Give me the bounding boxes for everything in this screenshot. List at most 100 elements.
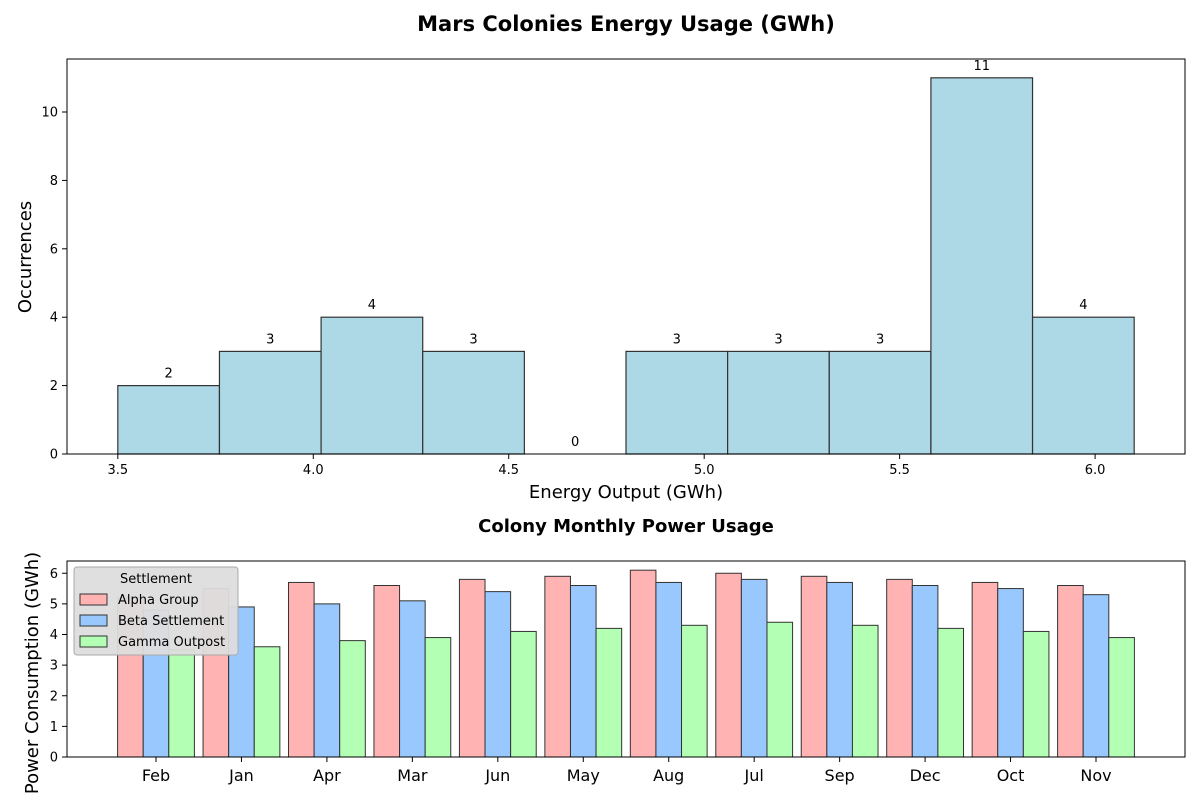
histogram-data-label: 4 bbox=[368, 298, 376, 313]
y-tick-label: 6 bbox=[50, 567, 58, 582]
histogram-bar bbox=[930, 77, 1034, 455]
chart1-y-ticks: 0 2 4 6 8 10 bbox=[41, 106, 67, 463]
x-tick-label: Jun bbox=[484, 766, 510, 785]
bar-beta-settlement bbox=[655, 581, 683, 758]
y-tick-label: 1 bbox=[50, 720, 58, 735]
histogram-data-labels: 2 3 4 3 0 3 3 3 11 4 bbox=[164, 59, 1087, 450]
bar-alpha-group bbox=[373, 585, 401, 758]
x-tick-label: 4.5 bbox=[498, 463, 519, 478]
bar-alpha-group bbox=[288, 581, 315, 758]
x-tick-label: Mar bbox=[397, 766, 428, 785]
grouped-bar-chart: Colony Monthly Power Usage Feb Jan Apr Mar J… bbox=[22, 516, 1186, 794]
y-tick-label: 5 bbox=[50, 597, 58, 612]
bar-beta-settlement bbox=[997, 588, 1024, 758]
y-tick-label: 4 bbox=[50, 628, 58, 643]
y-tick-label: 2 bbox=[50, 689, 58, 704]
x-tick-label: 6.0 bbox=[1085, 463, 1106, 478]
y-tick-label: 2 bbox=[50, 379, 58, 394]
chart1-x-ticks: 3.5 4.0 4.5 5.0 5.5 6.0 bbox=[107, 454, 1105, 478]
y-tick-label: 4 bbox=[50, 311, 58, 326]
x-tick-label: Apr bbox=[313, 766, 341, 785]
histogram-data-label: 2 bbox=[164, 367, 172, 382]
histogram-bar bbox=[320, 316, 424, 455]
legend: Settlement Alpha Group Beta Settlement Gam… bbox=[73, 566, 239, 656]
x-tick-label: Dec bbox=[910, 766, 941, 785]
bar-gamma-outpost bbox=[168, 649, 195, 758]
bar-alpha-group bbox=[971, 581, 999, 758]
bar-gamma-outpost bbox=[595, 627, 623, 758]
bar-gamma-outpost bbox=[424, 637, 452, 758]
bar-alpha-group bbox=[1057, 585, 1084, 758]
histogram-data-label: 3 bbox=[673, 332, 681, 347]
bar-alpha-group bbox=[629, 569, 657, 758]
chart2-axes-frame bbox=[66, 560, 1186, 758]
legend-label: Gamma Outpost bbox=[118, 635, 225, 650]
legend-swatch bbox=[79, 635, 108, 648]
chart2-title: Colony Monthly Power Usage bbox=[478, 516, 774, 537]
bar-beta-settlement bbox=[484, 591, 512, 758]
x-tick-label: Aug bbox=[653, 766, 684, 785]
histogram-bar bbox=[828, 350, 932, 455]
x-tick-label: 5.5 bbox=[889, 463, 910, 478]
x-tick-label: Sep bbox=[825, 766, 855, 785]
histogram-bar bbox=[422, 350, 525, 455]
x-tick-label: 5.0 bbox=[694, 463, 715, 478]
x-tick-label: Jul bbox=[744, 766, 764, 785]
legend-items: Alpha Group Beta Settlement Gamma Outpost bbox=[79, 593, 225, 650]
histogram-bar bbox=[727, 350, 830, 455]
bar-alpha-group bbox=[544, 575, 571, 758]
histogram-data-label: 0 bbox=[571, 435, 579, 450]
x-tick-label: Feb bbox=[142, 766, 170, 785]
bar-beta-settlement bbox=[911, 585, 939, 758]
chart2-x-ticks: Feb Jan Apr Mar Jun May Aug Jul Sep Dec Oct Nov bbox=[142, 757, 1112, 785]
histogram-bar bbox=[218, 350, 322, 455]
x-tick-label: Oct bbox=[997, 766, 1025, 785]
histogram-data-label: 3 bbox=[469, 332, 477, 347]
x-tick-label: Jan bbox=[228, 766, 254, 785]
bar-gamma-outpost bbox=[253, 646, 281, 758]
bar-beta-settlement bbox=[569, 585, 597, 758]
legend-label: Beta Settlement bbox=[118, 614, 224, 629]
bar-alpha-group bbox=[458, 578, 486, 758]
y-tick-label: 8 bbox=[50, 174, 58, 189]
bar-gamma-outpost bbox=[851, 624, 879, 758]
chart2-y-ticks: 0 1 2 3 4 5 6 bbox=[50, 567, 67, 766]
bar-alpha-group bbox=[800, 575, 828, 758]
y-tick-label: 0 bbox=[50, 751, 58, 766]
histogram-chart: Mars Colonies Energy Usage (GWh) 2 3 4 3 0 3 3… bbox=[15, 12, 1186, 503]
bar-beta-settlement bbox=[740, 578, 768, 758]
bar-alpha-group bbox=[715, 572, 742, 758]
histogram-data-label: 3 bbox=[266, 332, 274, 347]
chart2-y-axis-label: Power Consumption (GWh) bbox=[22, 552, 43, 794]
grouped-bars bbox=[117, 569, 1135, 758]
y-tick-label: 6 bbox=[50, 242, 58, 257]
bar-gamma-outpost bbox=[339, 640, 366, 758]
y-tick-label: 3 bbox=[50, 659, 58, 674]
legend-label: Alpha Group bbox=[118, 593, 199, 608]
bar-gamma-outpost bbox=[510, 630, 537, 758]
legend-swatch bbox=[79, 593, 108, 606]
chart1-y-axis-label: Occurrences bbox=[15, 201, 36, 313]
bar-beta-settlement bbox=[313, 603, 341, 758]
x-tick-label: 3.5 bbox=[107, 463, 128, 478]
histogram-data-label: 11 bbox=[973, 59, 990, 74]
chart1-x-axis-label: Energy Output (GWh) bbox=[529, 482, 723, 503]
y-tick-label: 10 bbox=[41, 106, 58, 121]
histogram-data-label: 3 bbox=[774, 332, 782, 347]
histogram-data-label: 3 bbox=[876, 332, 884, 347]
x-tick-label: 4.0 bbox=[303, 463, 324, 478]
x-tick-label: Nov bbox=[1080, 766, 1111, 785]
bar-gamma-outpost bbox=[1108, 637, 1135, 758]
bar-gamma-outpost bbox=[766, 621, 794, 758]
legend-swatch bbox=[79, 614, 108, 627]
bar-beta-settlement bbox=[1082, 594, 1110, 758]
histogram-bar bbox=[625, 350, 729, 455]
bar-gamma-outpost bbox=[681, 624, 708, 758]
histogram-bar bbox=[117, 385, 221, 455]
bar-beta-settlement bbox=[826, 581, 853, 758]
histogram-bars bbox=[117, 77, 1135, 455]
chart1-title: Mars Colonies Energy Usage (GWh) bbox=[417, 12, 835, 36]
x-tick-label: May bbox=[567, 766, 600, 785]
histogram-bar bbox=[1031, 316, 1135, 455]
